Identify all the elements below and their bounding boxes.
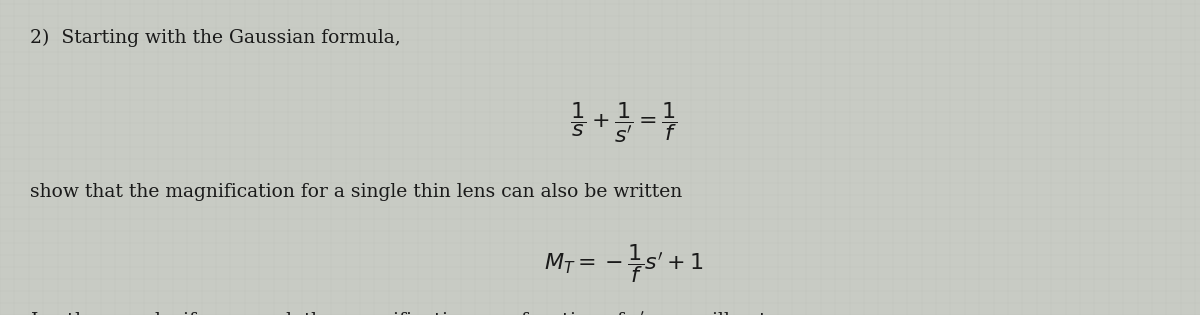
Text: In other words, if you graph the magnification as a function of $s'$, you will g: In other words, if you graph the magnifi… [30, 309, 785, 315]
Text: $M_T = -\dfrac{1}{f}s' + 1$: $M_T = -\dfrac{1}{f}s' + 1$ [544, 243, 704, 285]
Text: 2)  Starting with the Gaussian formula,: 2) Starting with the Gaussian formula, [30, 28, 401, 47]
Text: $\dfrac{1}{s} + \dfrac{1}{s'} = \dfrac{1}{f}$: $\dfrac{1}{s} + \dfrac{1}{s'} = \dfrac{1… [570, 101, 678, 145]
Text: show that the magnification for a single thin lens can also be written: show that the magnification for a single… [30, 183, 683, 201]
